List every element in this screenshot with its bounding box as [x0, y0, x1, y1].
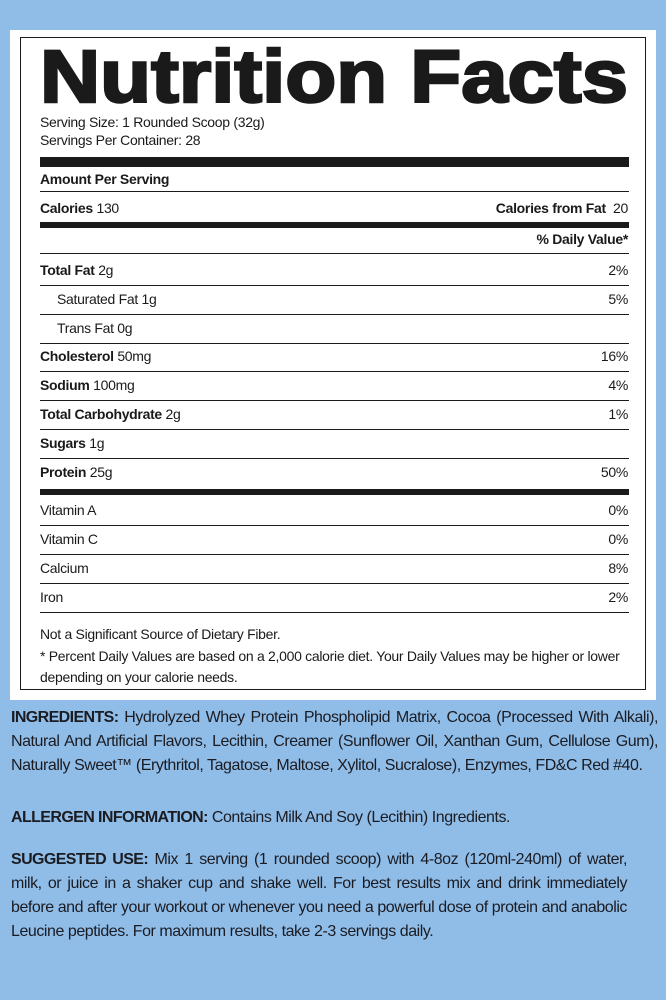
divider	[40, 342, 629, 344]
calories-label: Calories	[40, 200, 93, 216]
divider	[40, 429, 629, 430]
vitamin-row: Vitamin C 0%	[40, 531, 628, 549]
nutrient-daily-value: 4%	[608, 377, 628, 394]
vitamin-row: Calcium 8%	[40, 560, 628, 578]
nutrient-name: Total Fat	[40, 262, 95, 278]
medium-divider	[40, 489, 629, 495]
calories-fat-label: Calories from Fat	[495, 200, 606, 216]
divider	[40, 285, 629, 286]
vitamin-row: Vitamin A 0%	[40, 502, 628, 520]
svg-text:Nutrition Facts: Nutrition Facts	[40, 44, 628, 106]
divider	[40, 525, 629, 526]
servings-per-container: Servings Per Container: 28	[40, 132, 201, 148]
nutrient-row: Sodium 100mg 4%	[40, 377, 628, 395]
vitamin-daily-value: 0%	[608, 502, 628, 518]
nutrient-name: Trans Fat	[57, 319, 114, 336]
ingredients-section: INGREDIENTS: Hydrolyzed Whey Protein Pho…	[11, 709, 658, 774]
nutrient-amount: 25g	[89, 463, 113, 480]
nutrient-daily-value: 2%	[608, 262, 628, 278]
nutrient-name: Saturated Fat	[57, 290, 138, 307]
nutrient-amount: 2g	[165, 406, 181, 422]
divider	[40, 400, 629, 402]
vitamin-daily-value: 0%	[608, 531, 628, 547]
divider	[40, 554, 629, 555]
nutrient-daily-value: 1%	[608, 406, 628, 422]
nutrient-name: Total Carbohydrate	[40, 406, 162, 422]
divider	[40, 457, 629, 459]
nutrient-row: Saturated Fat 1g 5%	[40, 291, 628, 309]
medium-divider	[40, 222, 629, 228]
label-footnotes: Not a Significant Source of Dietary Fibe…	[40, 625, 630, 687]
nutrient-row: Cholesterol 50mg 16%	[40, 348, 628, 366]
nutrient-row: Total Carbohydrate 2g 1%	[40, 406, 628, 424]
suggested-use-section: SUGGESTED USE: Mix 1 serving (1 rounded …	[11, 851, 628, 940]
nutrient-row: Protein 25g 50%	[40, 464, 628, 482]
amount-per-serving: Amount Per Serving	[40, 171, 170, 187]
divider	[40, 253, 629, 254]
nutrient-row: Total Fat 2g 2%	[40, 262, 628, 280]
fiber-footnote: Not a Significant Source of Dietary Fibe…	[40, 626, 281, 642]
nutrient-daily-value: 50%	[600, 463, 628, 480]
vitamin-row: Iron 2%	[40, 589, 628, 607]
vitamin-daily-value: 8%	[608, 560, 628, 576]
nutrient-amount: 2g	[98, 262, 114, 278]
nutrient-name: Cholesterol	[40, 348, 114, 365]
nutrition-facts-title: Nutrition Facts	[40, 44, 629, 106]
vitamin-name: Iron	[40, 589, 63, 605]
nutrient-row: Sugars 1g	[40, 435, 628, 453]
calories-value: 130	[96, 200, 119, 216]
divider	[40, 371, 629, 373]
allergen-section: ALLERGEN INFORMATION: Contains Milk And …	[11, 809, 511, 826]
thick-divider	[40, 157, 629, 167]
nutrient-amount: 1g	[89, 434, 105, 451]
nutrient-amount: 50mg	[117, 348, 152, 365]
vitamin-name: Vitamin A	[40, 502, 97, 518]
daily-value-footnote: * Percent Daily Values are based on a 2,…	[40, 648, 620, 685]
nutrient-amount: 0g	[117, 319, 133, 336]
nutrient-name: Protein	[40, 463, 87, 480]
nutrient-amount: 1g	[141, 290, 157, 307]
serving-size: Serving Size: 1 Rounded Scoop (32g)	[40, 114, 265, 130]
vitamin-daily-value: 2%	[608, 589, 628, 605]
nutrition-facts-border	[20, 37, 646, 690]
calories-fat-value: 20	[613, 200, 628, 216]
daily-value-header: % Daily Value*	[536, 231, 628, 247]
nutrient-row: Trans Fat 0g	[40, 320, 628, 338]
divider	[40, 583, 629, 584]
divider	[40, 612, 629, 613]
product-info: INGREDIENTS: Hydrolyzed Whey Protein Pho…	[11, 706, 658, 962]
nutrient-amount: 100mg	[93, 377, 135, 394]
vitamin-name: Vitamin C	[40, 531, 98, 547]
nutrient-daily-value: 16%	[600, 348, 628, 365]
calories-row: Calories 130 Calories from Fat 20	[40, 200, 628, 218]
nutrient-name: Sugars	[40, 434, 86, 451]
nutrition-panel	[10, 30, 656, 700]
nutrient-name: Sodium	[40, 377, 90, 394]
divider	[40, 191, 629, 192]
vitamin-name: Calcium	[40, 560, 89, 576]
divider	[40, 313, 629, 315]
nutrient-daily-value: 5%	[608, 290, 628, 307]
